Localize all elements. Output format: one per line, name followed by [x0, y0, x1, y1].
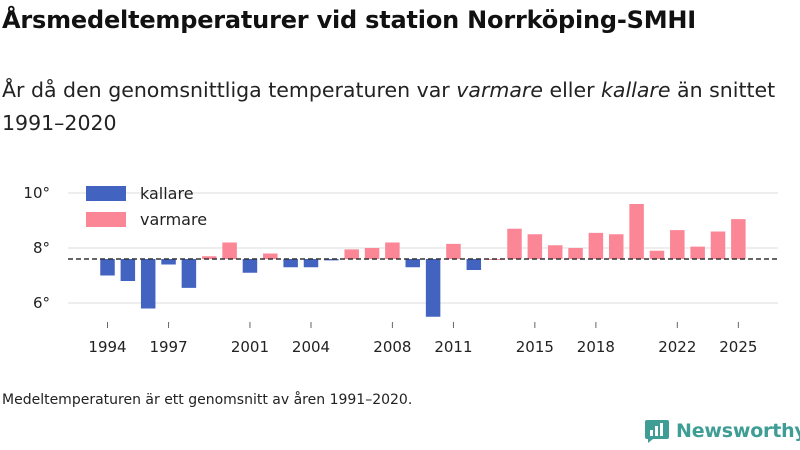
subtitle-text-1: År då den genomsnittliga temperaturen va… — [2, 78, 457, 102]
brand-logo: Newsworthy — [644, 418, 800, 444]
y-tick-label-6: 6° — [33, 294, 50, 312]
bar-2009 — [405, 259, 420, 268]
x-tick-label-2011: 2011 — [434, 338, 472, 356]
x-tick-label-2008: 2008 — [373, 338, 411, 356]
bar-2015 — [527, 234, 543, 259]
bar-1998 — [181, 259, 197, 288]
y-tick-label-10: 10° — [23, 184, 50, 202]
legend-swatch-cold — [86, 186, 126, 201]
legend-swatch-warm — [86, 212, 126, 227]
bar-1997 — [161, 259, 176, 265]
subtitle-cold-word: kallare — [601, 78, 671, 102]
bar-1995 — [120, 259, 136, 281]
bar-1996 — [140, 259, 156, 309]
bar-2008 — [385, 242, 400, 259]
x-tick-label-1997: 1997 — [149, 338, 187, 356]
bar-2011 — [446, 243, 461, 259]
x-tick-label-2004: 2004 — [292, 338, 330, 356]
bar-2017 — [568, 248, 583, 259]
bar-2001 — [242, 259, 258, 273]
bar-2021 — [649, 250, 665, 259]
bar-2014 — [507, 228, 522, 259]
subtitle-text-3: än snittet 1991–2020 — [2, 78, 776, 135]
x-tick-label-2015: 2015 — [516, 338, 554, 356]
x-tick-label-2022: 2022 — [658, 338, 696, 356]
bar-2012 — [466, 259, 482, 270]
x-tick-label-2001: 2001 — [231, 338, 269, 356]
bar-2005 — [324, 259, 339, 261]
subtitle-text-2: eller — [542, 78, 602, 102]
y-tick-label-8: 8° — [33, 239, 50, 257]
legend-label-warm: varmare — [140, 210, 207, 229]
brand-name: Newsworthy — [676, 420, 800, 442]
x-tick-label-2025: 2025 — [719, 338, 757, 356]
bar-2010 — [425, 259, 441, 317]
bar-2016 — [547, 245, 563, 259]
bar-2002 — [263, 253, 278, 259]
bar-2023 — [690, 246, 705, 259]
footnote: Medeltemperaturen är ett genomsnitt av å… — [2, 392, 413, 408]
bar-2004 — [303, 259, 319, 268]
bar-2025 — [731, 219, 746, 259]
bar-2007 — [364, 248, 380, 259]
newsworthy-icon — [645, 420, 669, 443]
bar-2006 — [344, 249, 359, 259]
bar-2022 — [670, 230, 685, 259]
bar-2003 — [283, 259, 298, 268]
legend-label-cold: kallare — [140, 184, 194, 203]
bar-1994 — [100, 259, 115, 276]
subtitle-warm-word: varmare — [456, 78, 543, 102]
chart-subtitle: År då den genomsnittliga temperaturen va… — [2, 74, 792, 140]
bar-2024 — [710, 231, 726, 259]
x-tick-label-1994: 1994 — [88, 338, 126, 356]
chart-title: Årsmedeltemperaturer vid station Norrköp… — [2, 6, 697, 34]
bar-2000 — [222, 242, 237, 259]
bar-2019 — [609, 234, 624, 259]
bar-2020 — [629, 204, 644, 259]
x-tick-label-2018: 2018 — [577, 338, 615, 356]
bar-1999 — [202, 256, 217, 259]
bar-2018 — [588, 232, 604, 259]
